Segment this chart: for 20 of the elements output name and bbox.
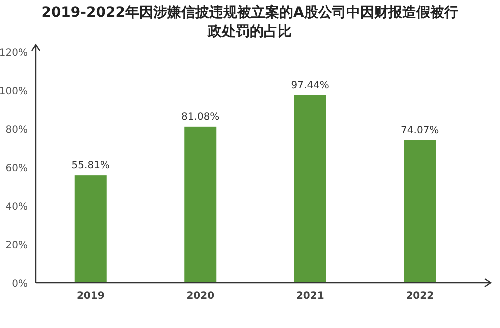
chart-title: 2019-2022年因涉嫌信披违规被立案的A股公司中因财报造假被行政处罚的占比 (42, 4, 458, 40)
y-tick-label: 40% (6, 202, 28, 213)
y-tick-label: 80% (6, 125, 28, 136)
data-label: 74.07% (401, 125, 440, 136)
y-tick-label: 100% (0, 86, 28, 98)
data-label: 81.08% (182, 112, 220, 123)
data-label: 97.44% (291, 80, 330, 92)
bar (184, 126, 217, 283)
x-tick-label: 2021 (296, 291, 324, 302)
data-label: 55.81% (72, 160, 110, 172)
y-tick-label: 20% (6, 240, 28, 252)
y-tick-label: 120% (0, 48, 28, 59)
y-tick-label: 0% (12, 279, 28, 290)
y-tick-label: 60% (6, 164, 28, 174)
x-tick-label: 2019 (76, 291, 105, 302)
bar (294, 95, 326, 283)
x-tick-label: 2022 (406, 291, 434, 302)
bar (404, 140, 436, 283)
x-tick-label: 2020 (186, 291, 215, 302)
bar (74, 176, 107, 283)
